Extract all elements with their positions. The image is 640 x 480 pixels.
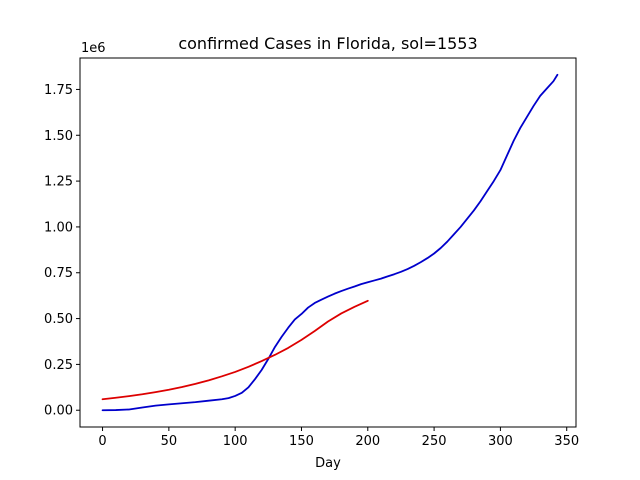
y-tick-label: 0.50 — [44, 312, 73, 327]
x-tick-label: 0 — [98, 434, 106, 449]
y-tick-label: 1.75 — [44, 83, 73, 98]
series-line-0 — [101, 73, 559, 412]
y-tick-label: 0.25 — [44, 358, 73, 373]
y-tick-label: 1.00 — [44, 220, 73, 235]
x-tick-label: 300 — [488, 434, 513, 449]
y-tick-label: 0.75 — [44, 266, 73, 281]
x-tick-label: 200 — [355, 434, 380, 449]
x-tick-label: 250 — [422, 434, 447, 449]
plot-area — [101, 73, 559, 412]
x-axis-label: Day — [315, 456, 341, 471]
chart-title: confirmed Cases in Florida, sol=1553 — [178, 34, 477, 53]
x-tick-label: 50 — [161, 434, 178, 449]
x-tick-label: 350 — [554, 434, 579, 449]
y-tick-label: 1.25 — [44, 175, 73, 190]
y-tick-label: 0.00 — [44, 404, 73, 419]
series-line-1 — [101, 299, 369, 401]
y-tick-label: 1.50 — [44, 129, 73, 144]
x-tick-label: 100 — [223, 434, 248, 449]
plot-frame — [79, 57, 577, 428]
x-tick-label: 150 — [289, 434, 314, 449]
y-offset-label: 1e6 — [81, 41, 106, 56]
